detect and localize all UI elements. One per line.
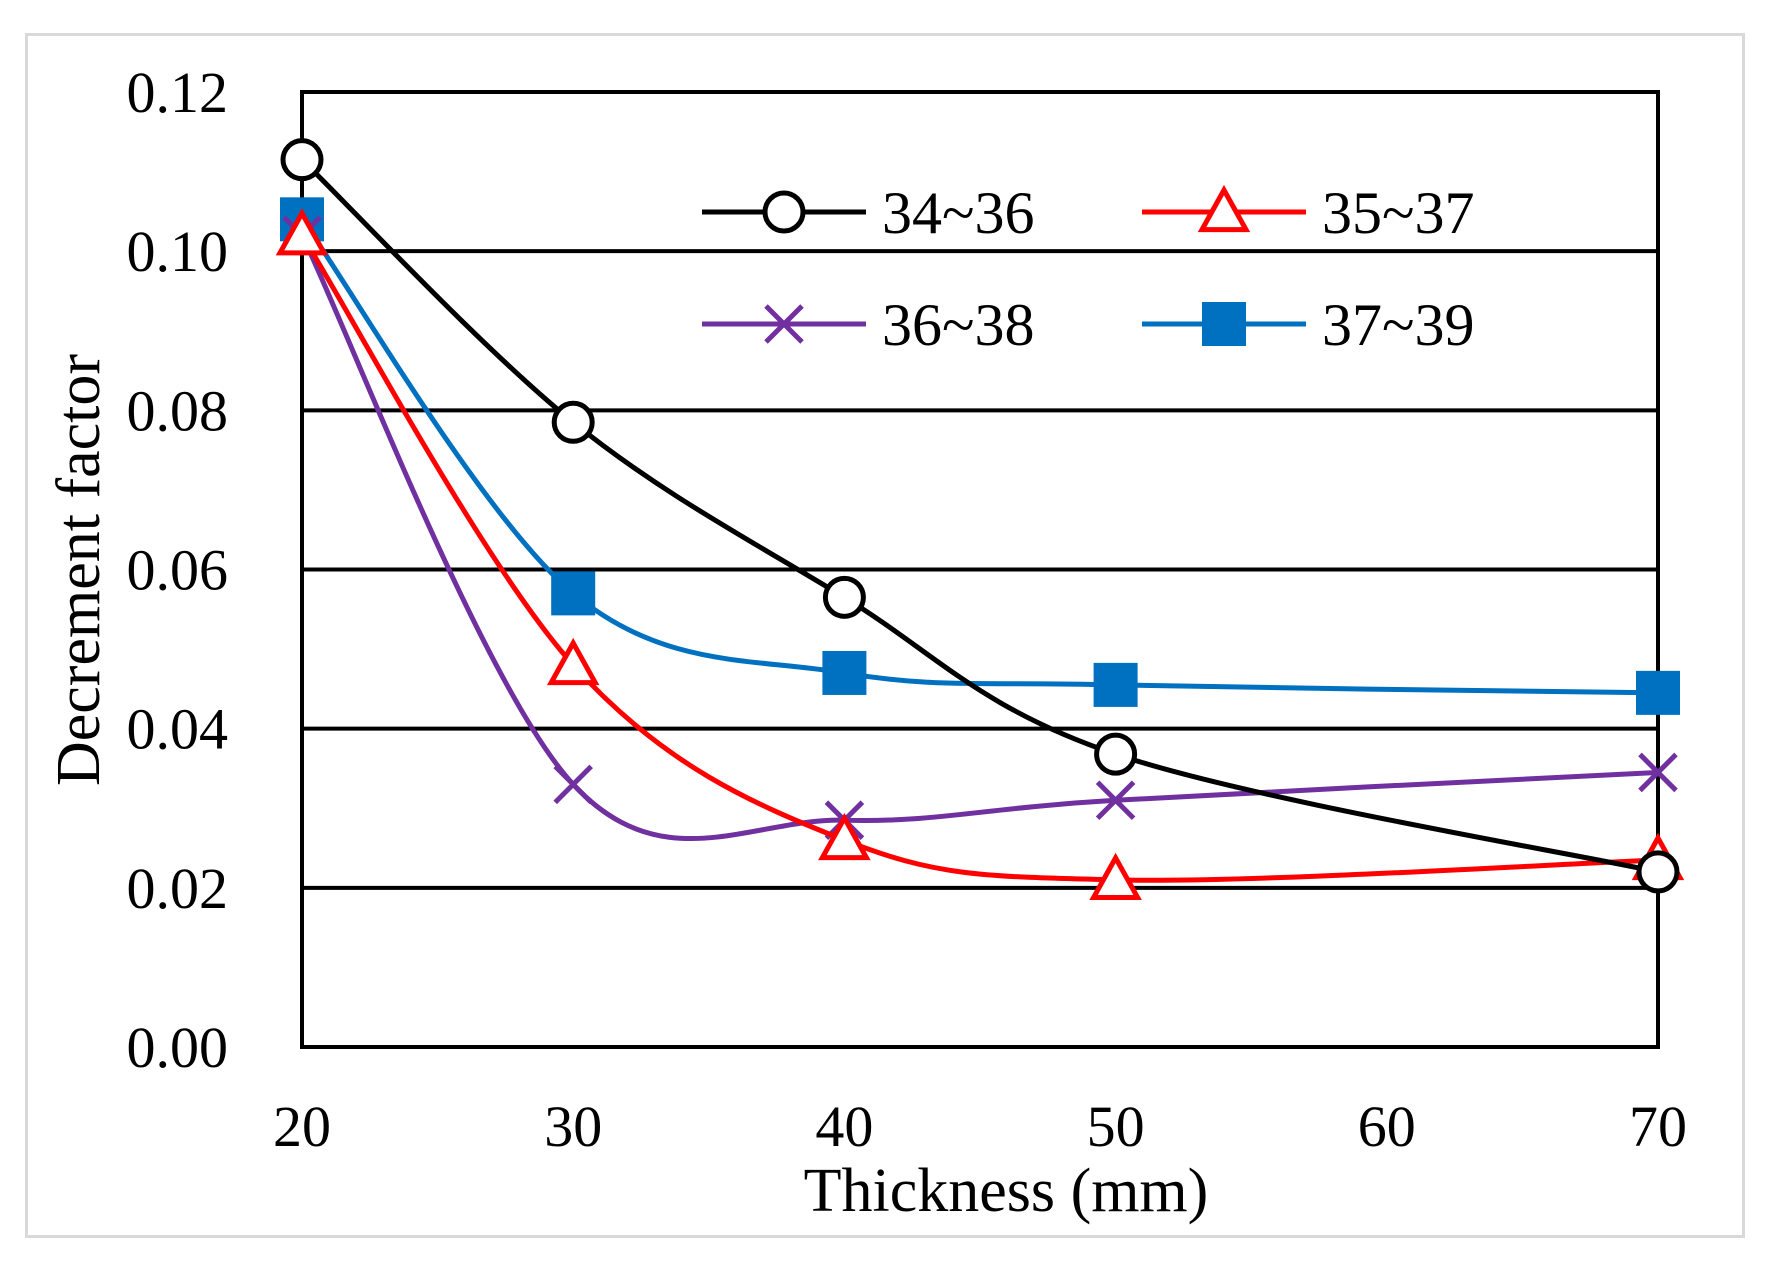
data-point-marker — [553, 764, 593, 805]
x-tick-label: 50 — [1087, 1094, 1145, 1159]
legend-marker — [764, 304, 804, 344]
y-tick-label: 0.08 — [127, 378, 229, 443]
series-line — [300, 157, 1659, 875]
gridlines — [302, 249, 1658, 890]
y-axis-title: Decrement factor — [45, 354, 113, 786]
data-point-marker — [280, 138, 324, 182]
series-36~38 — [282, 215, 1678, 842]
legend-marker — [762, 190, 806, 234]
plot-area — [300, 90, 1660, 1049]
x-tick-label: 20 — [273, 1094, 331, 1159]
data-point-marker — [275, 208, 329, 256]
legend: 34~36 35~37 36~38 37~39 — [702, 180, 1474, 358]
x-tick-label: 60 — [1358, 1094, 1416, 1159]
data-point-marker — [1093, 662, 1138, 707]
legend-marker — [1197, 184, 1251, 233]
data-point-marker — [822, 575, 866, 619]
data-point-marker — [1095, 780, 1136, 821]
data-point-marker — [1638, 752, 1678, 793]
data-point-marker — [1636, 850, 1680, 894]
y-tick-label: 0.00 — [127, 1015, 229, 1080]
legend-marker — [1202, 302, 1246, 346]
data-point-marker — [1094, 732, 1138, 776]
y-tick-label: 0.04 — [127, 697, 229, 762]
data-point-marker — [1089, 852, 1142, 900]
series-line — [299, 234, 1659, 842]
legend-label: 36~38 — [882, 292, 1034, 358]
y-tick-label: 0.10 — [127, 219, 229, 284]
data-point-marker — [551, 571, 596, 616]
x-axis-title: Thickness (mm) — [804, 1157, 1209, 1225]
x-axis-ticks: 20 30 40 50 60 70 — [273, 1094, 1687, 1159]
legend-label: 35~37 — [1322, 180, 1474, 246]
series-35~37 — [275, 208, 1685, 900]
data-point-marker — [1636, 670, 1680, 715]
series-37~39 — [280, 197, 1680, 715]
series-line — [299, 217, 1659, 696]
legend-label: 37~39 — [1322, 292, 1474, 358]
legend-entry: 34~36 — [702, 180, 1034, 246]
x-tick-label: 70 — [1629, 1094, 1687, 1159]
data-point-marker — [822, 650, 867, 695]
y-tick-label: 0.02 — [127, 856, 229, 921]
y-tick-label: 0.12 — [127, 60, 229, 125]
data-point-marker — [818, 812, 871, 861]
legend-entry: 35~37 — [1142, 180, 1474, 246]
x-tick-label: 30 — [544, 1094, 602, 1159]
data-point-marker — [546, 637, 600, 686]
data-point-marker — [551, 400, 595, 444]
y-axis-ticks: 0.00 0.02 0.04 0.06 0.08 0.10 0.12 — [127, 60, 229, 1080]
series-34~36 — [280, 138, 1680, 894]
x-tick-label: 40 — [815, 1094, 873, 1159]
legend-label: 34~36 — [882, 180, 1034, 246]
legend-entry: 37~39 — [1142, 292, 1474, 358]
legend-entry: 36~38 — [702, 292, 1034, 358]
series-layer — [275, 138, 1685, 900]
y-tick-label: 0.06 — [127, 538, 229, 603]
